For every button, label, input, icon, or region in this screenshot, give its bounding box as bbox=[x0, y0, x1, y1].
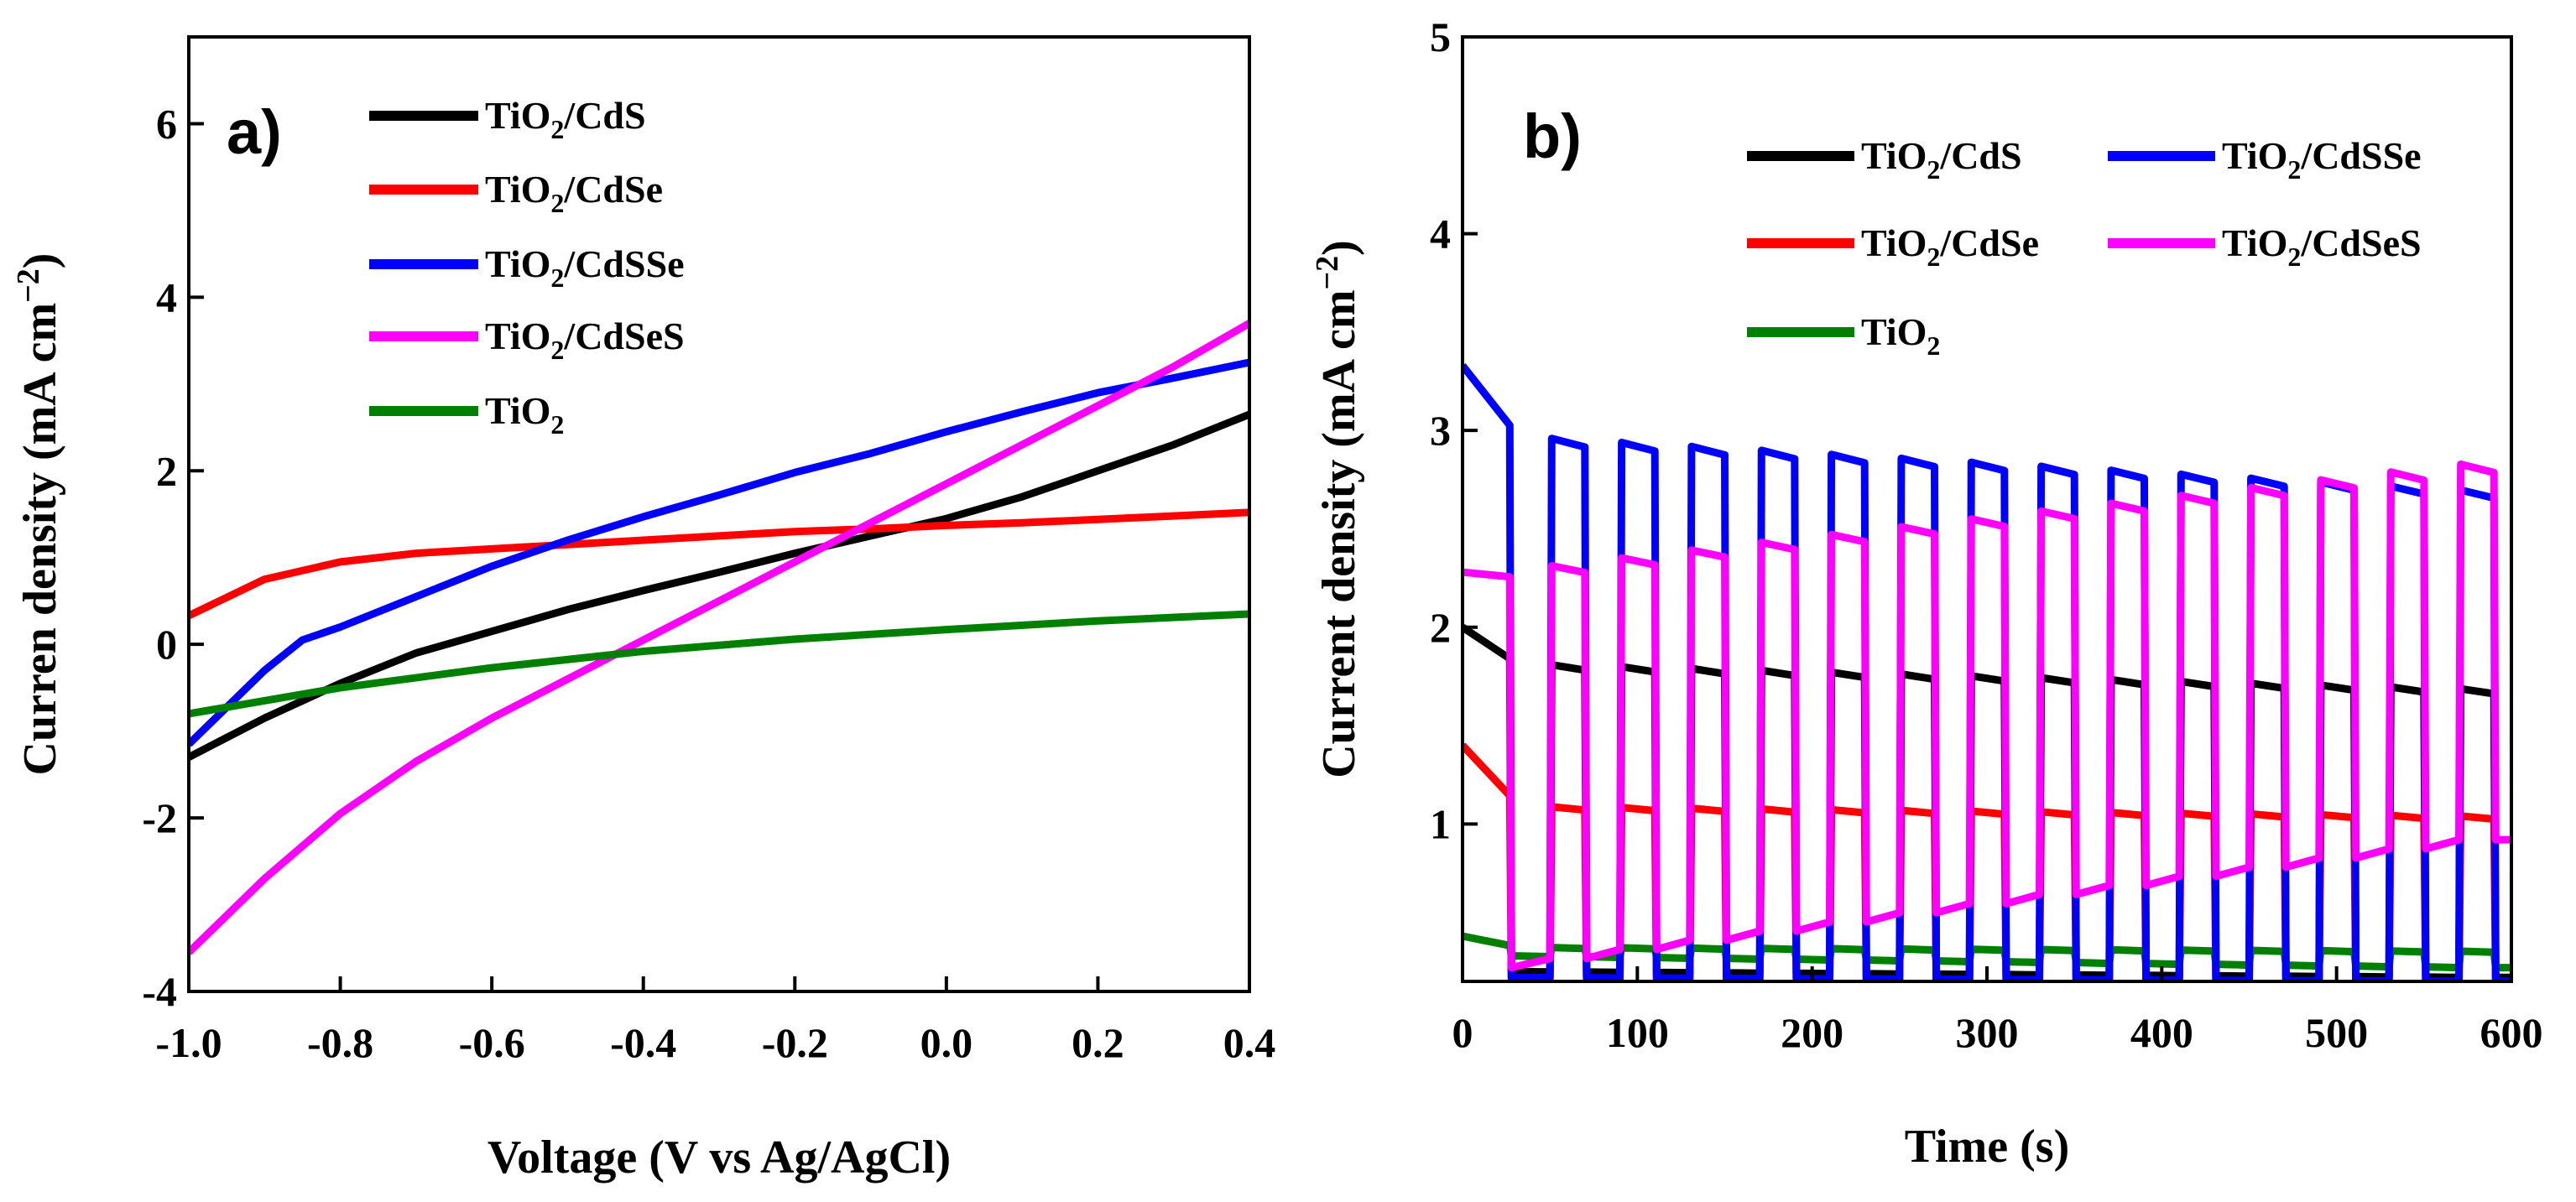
y-tick-label: 4 bbox=[1430, 211, 1451, 258]
series-lines bbox=[189, 320, 1249, 955]
y-axis-title: Curren density (mA cm−2) bbox=[11, 253, 66, 776]
legend-label-tio2: TiO2 bbox=[1861, 310, 1940, 361]
y-tick-label: 3 bbox=[1430, 407, 1451, 454]
legend-label-tio2-cdsse: TiO2/CdSSe bbox=[2222, 134, 2422, 185]
x-tick-label: 100 bbox=[1606, 1009, 1669, 1056]
x-tick-label: 400 bbox=[2130, 1009, 2193, 1056]
legend-label-tio2-cdses: TiO2/CdSeS bbox=[485, 315, 685, 365]
x-tick-label: 0.4 bbox=[1223, 1019, 1276, 1066]
y-tick-label: 2 bbox=[1430, 604, 1451, 651]
x-tick-label: 200 bbox=[1781, 1009, 1843, 1056]
y-tick-label: 6 bbox=[156, 100, 177, 147]
y-tick-label: 0 bbox=[156, 621, 177, 668]
y-tick-label: 1 bbox=[1430, 800, 1451, 847]
x-tick-label: -0.4 bbox=[610, 1019, 676, 1066]
x-tick-label: 500 bbox=[2305, 1009, 2368, 1056]
x-tick-label: 300 bbox=[1956, 1009, 2019, 1056]
panel-a-iv-chart: -1.0 -0.8 -0.6 -0.4 -0.2 0.0 0.2 0.4 -4 -2 0 2 4 6 Vol… bbox=[11, 35, 1276, 1184]
y-tick-label: 5 bbox=[1430, 13, 1451, 60]
panel-b-transient-chart: 0 100 200 300 400 500 600 1 2 3 4 5 Time (s) Current … bbox=[1310, 13, 2543, 1173]
x-tick-label: 0 bbox=[1452, 1009, 1473, 1056]
x-tick-label: -0.2 bbox=[762, 1019, 828, 1066]
legend-label-tio2-cds: TiO2/CdS bbox=[485, 94, 646, 144]
series-lines bbox=[1463, 363, 2511, 981]
x-tick-label: -0.8 bbox=[307, 1019, 373, 1066]
y-tick-label: 4 bbox=[156, 273, 177, 320]
legend-label-tio2-cdsse: TiO2/CdSSe bbox=[485, 242, 685, 293]
x-axis-title: Voltage (V vs Ag/AgCl) bbox=[488, 1132, 951, 1184]
legend-label-tio2-cds: TiO2/CdS bbox=[1861, 134, 2022, 185]
series-line-tio2 bbox=[189, 610, 1249, 718]
x-tick-label: 600 bbox=[2480, 1009, 2543, 1056]
series-line-tio2-cdses bbox=[189, 320, 1249, 955]
x-tick-label: -1.0 bbox=[155, 1019, 222, 1066]
series-line-tio2-cds bbox=[189, 410, 1249, 761]
y-axis-title: Current density (mA cm−2) bbox=[1310, 240, 1365, 778]
y-tick-label: -4 bbox=[142, 968, 177, 1015]
x-tick-label: 0.0 bbox=[920, 1019, 973, 1066]
x-tick-label: 0.2 bbox=[1072, 1019, 1124, 1066]
panel-label: a) bbox=[227, 97, 282, 167]
legend-label-tio2-cdse: TiO2/CdSe bbox=[1861, 221, 2039, 272]
series-line-tio2-cdses bbox=[1463, 461, 2511, 972]
y-tick-label: 2 bbox=[156, 447, 177, 494]
series-line-tio2-cdse bbox=[189, 508, 1249, 620]
panel-label: b) bbox=[1523, 101, 1582, 171]
legend-label-tio2-cdses: TiO2/CdSeS bbox=[2222, 221, 2422, 272]
legend-label-tio2-cdse: TiO2/CdSe bbox=[485, 168, 663, 218]
y-tick-label: -2 bbox=[142, 794, 177, 841]
plot-frame bbox=[187, 35, 1251, 993]
legend-label-tio2: TiO2 bbox=[485, 389, 564, 440]
x-tick-label: -0.6 bbox=[459, 1019, 525, 1066]
series-line-tio2-cdsse bbox=[189, 358, 1249, 747]
x-axis-title: Time (s) bbox=[1905, 1121, 2070, 1173]
